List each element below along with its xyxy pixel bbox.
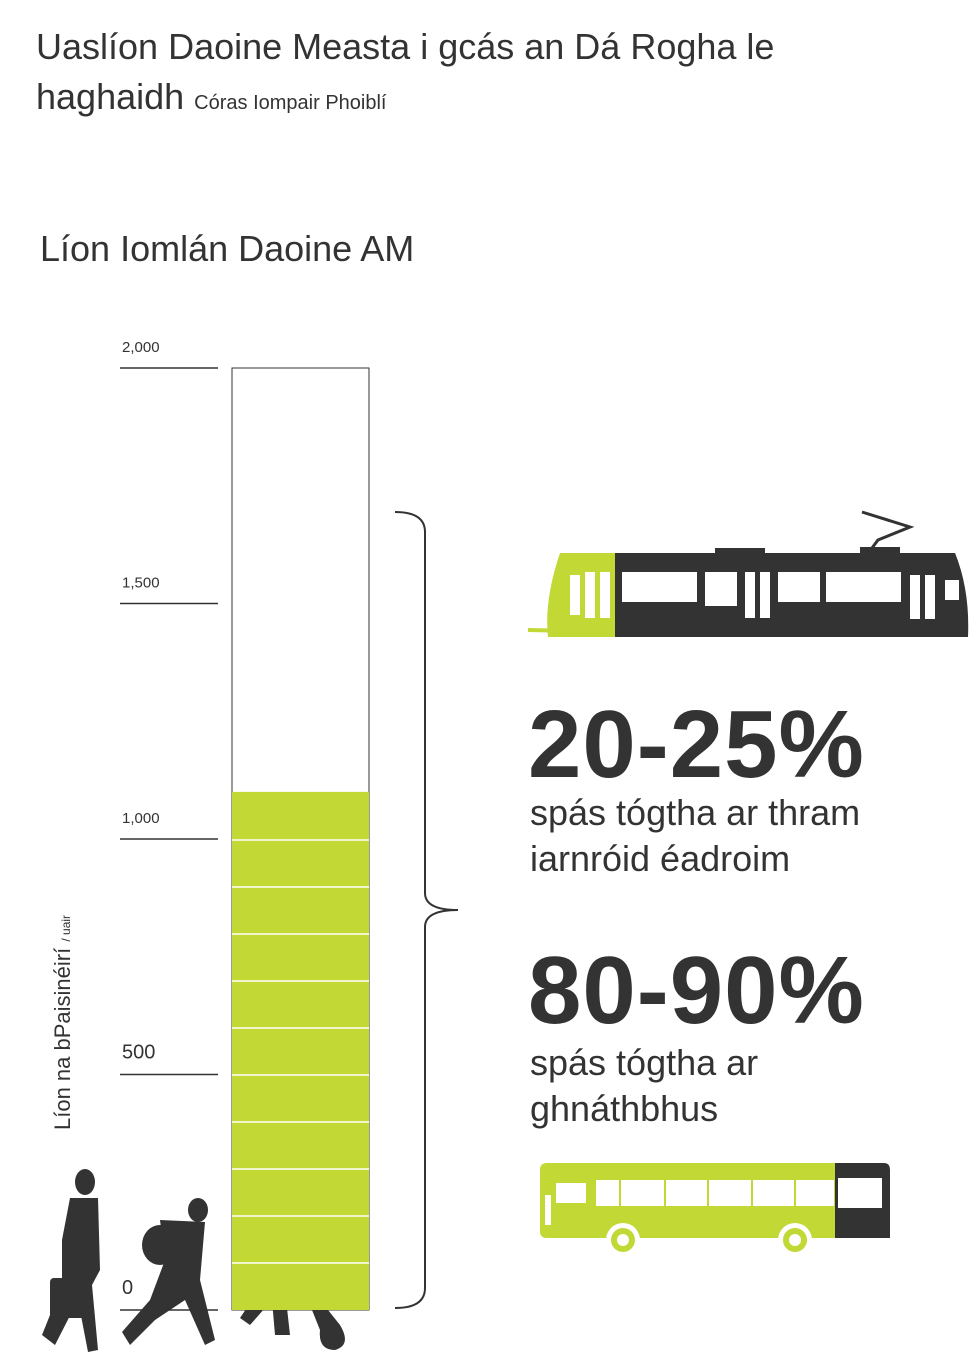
annotation-value: 80-90% [528, 937, 865, 1044]
annotation-text: spás tógtha ar thram iarnróid éadroim [530, 792, 861, 879]
annotation-text: spás tógtha ar ghnáthbhus [530, 1042, 759, 1129]
chart-title: Uaslíon Daoine Measta i gcás an Dá Rogha… [36, 22, 856, 128]
annotation-value: 20-25% [528, 691, 865, 798]
brace [394, 511, 459, 1309]
bar [232, 791, 369, 1310]
y-tick-label: 1,500 [122, 575, 160, 592]
chart-subtitle: Líon Iomlán Daoine AM [40, 228, 415, 269]
title-text: Uaslíon Daoine Measta i gcás an Dá Rogha… [36, 26, 775, 117]
y-tick-label: 1,000 [122, 810, 160, 827]
y-axis-label: Líon na bPaisinéirí / uair [50, 915, 75, 1130]
y-tick-label: 500 [122, 1042, 155, 1064]
y-axis-unit: / uair [59, 915, 73, 942]
y-tick-label: 0 [122, 1277, 133, 1299]
tram-icon [528, 510, 969, 637]
title-note: Córas Iompair Phoiblí [194, 92, 387, 114]
y-axis-label-text: Líon na bPaisinéirí [50, 948, 75, 1130]
bus-icon [540, 1163, 890, 1257]
y-tick-label: 2,000 [122, 339, 160, 356]
